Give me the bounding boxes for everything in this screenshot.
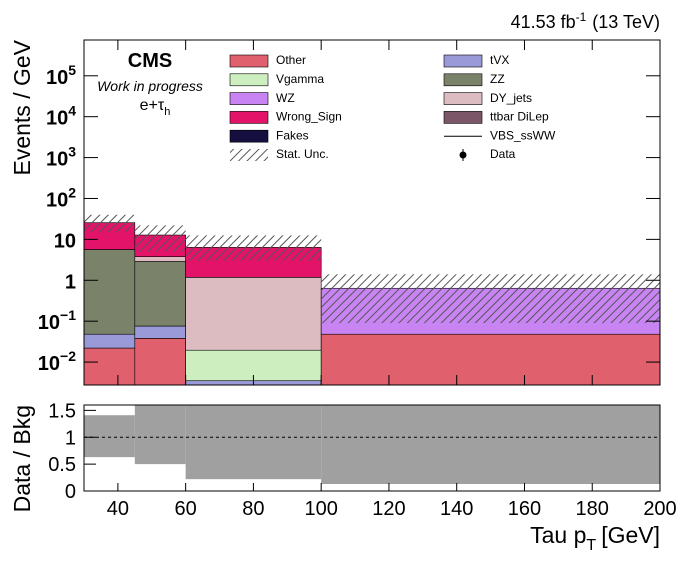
stack-segment [84, 249, 136, 335]
legend-label: Fakes [276, 128, 309, 142]
ratio-unc-band [134, 405, 186, 465]
y-tick-base: 10 [38, 312, 60, 334]
legend-label: Stat. Unc. [276, 147, 329, 161]
stack-segment [134, 261, 186, 327]
stack-segment [134, 256, 186, 262]
ratio-frame [83, 404, 661, 492]
y-tick-label: 103 [46, 144, 76, 171]
x-tick-label: 40 [107, 498, 129, 520]
legend-label: Data [490, 147, 516, 161]
legend-label: ZZ [490, 72, 505, 86]
y-tick-base: 10 [46, 189, 68, 211]
x-tick-label: 140 [440, 498, 473, 520]
y-tick-label: 105 [46, 62, 76, 89]
experiment-label: CMS [128, 50, 172, 72]
stack-segment [320, 333, 660, 385]
stack-segment [134, 325, 186, 339]
x-tick-label: 80 [242, 498, 264, 520]
y-tick-base: 10 [46, 67, 68, 89]
y-tick-base: 10 [46, 149, 68, 171]
y-axis-title: Events / GeV [9, 39, 35, 175]
lumi-label: 41.53 fb-1 (13 TeV) [511, 10, 660, 32]
x-tick-label: 200 [643, 498, 676, 520]
legend-swatch [229, 129, 269, 143]
status-label: Work in progress [97, 78, 203, 94]
channel-label: e+τh [140, 97, 171, 118]
y-tick-label: 102 [46, 184, 76, 211]
legend-swatch [443, 54, 483, 68]
x-tick-label: 60 [175, 498, 197, 520]
ratio-y-tick-label: 0 [65, 481, 76, 503]
y-tick-exp: 3 [68, 144, 76, 160]
legend-swatch [229, 73, 269, 87]
x-tick-label: 100 [304, 498, 337, 520]
stack-segment [134, 338, 186, 385]
legend-label: tVX [490, 53, 509, 67]
legend-swatch [230, 149, 268, 161]
legend-swatch [443, 92, 483, 105]
stat-unc-band [185, 235, 322, 261]
y-tick-label: 10−2 [38, 348, 76, 375]
stack-segment [185, 277, 322, 351]
ratio-plot [84, 405, 660, 485]
main-frame [83, 39, 661, 386]
legend-swatch [443, 111, 483, 124]
ratio-y-tick-label: 1 [65, 427, 76, 449]
legend-label: VBS_ssWW [490, 128, 556, 142]
legend-swatch [229, 111, 269, 124]
ratio-axis-title: Data / Bkg [9, 405, 35, 512]
y-tick-label: 10 [54, 230, 76, 252]
stat-unc-band [321, 274, 660, 324]
legend-swatch [229, 54, 269, 68]
ratio-y-tick-label: 1.5 [48, 400, 76, 422]
y-tick-exp: 4 [68, 103, 76, 119]
x-tick-label: 160 [508, 498, 541, 520]
y-tick-exp: 2 [68, 184, 76, 200]
y-tick-label: 10−1 [38, 307, 76, 334]
y-tick-base: 10 [38, 353, 60, 375]
y-tick-label: 1 [65, 271, 76, 293]
y-tick-base: 10 [46, 108, 68, 130]
ratio-unc-band [185, 405, 322, 480]
legend-swatch [443, 73, 483, 87]
stat-unc-band [134, 225, 186, 252]
stack-segment [84, 347, 136, 385]
y-tick-exp: −2 [60, 348, 76, 364]
legend-label: DY_jets [490, 91, 532, 105]
stat-unc-band [84, 214, 135, 233]
y-tick-exp: −1 [60, 307, 76, 323]
legend-label: Vgamma [276, 72, 324, 86]
stack-segment [84, 333, 136, 349]
legend-label: Other [276, 53, 306, 67]
ratio-y-tick-label: 0.5 [48, 454, 76, 476]
legend-swatch [229, 92, 269, 105]
legend-label: Wrong_Sign [276, 110, 342, 124]
legend-label: WZ [276, 91, 295, 105]
y-tick-label: 104 [46, 103, 76, 130]
x-tick-label: 120 [372, 498, 405, 520]
x-tick-label: 180 [576, 498, 609, 520]
y-tick-exp: 5 [68, 62, 76, 78]
ratio-unc-band [84, 415, 135, 458]
x-axis-title: Tau pT [GeV] [530, 522, 660, 554]
ratio-unc-band [321, 405, 660, 485]
legend-label: ttbar DiLep [490, 110, 549, 124]
main-plot [84, 214, 660, 385]
